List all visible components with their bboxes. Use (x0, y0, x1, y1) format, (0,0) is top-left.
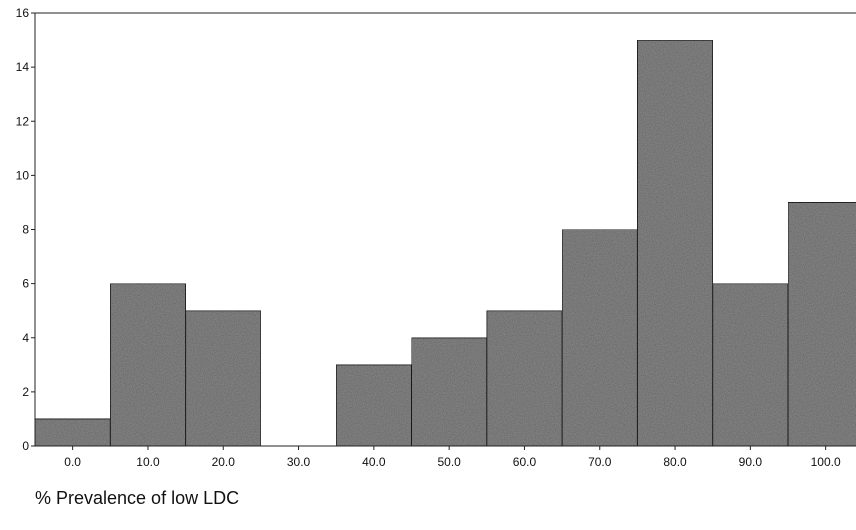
bar-0.0 (34, 418, 111, 447)
x-tick-label: 10.0 (136, 455, 160, 469)
bar-10.0 (109, 283, 187, 447)
x-tick-label: 100.0 (811, 455, 841, 469)
bar-100.0 (787, 201, 856, 447)
y-tick-label: 10 (16, 168, 30, 182)
y-ticks-group: 0 2 4 6 8 10 12 14 16 (16, 6, 35, 453)
bar-90.0 (712, 283, 789, 447)
x-tick-label: 50.0 (437, 455, 461, 469)
y-tick-label: 16 (16, 6, 30, 20)
x-tick-label: 80.0 (663, 455, 687, 469)
y-tick-label: 2 (22, 385, 29, 399)
bar-50.0 (411, 337, 488, 447)
y-tick-label: 14 (16, 60, 30, 74)
bar-80.0 (636, 39, 714, 447)
bar-20.0 (185, 310, 262, 447)
bar-60.0 (486, 310, 563, 447)
x-tick-label: 90.0 (739, 455, 763, 469)
y-tick-label: 4 (22, 331, 29, 345)
x-tick-label: 60.0 (513, 455, 537, 469)
x-tick-label: 70.0 (588, 455, 612, 469)
x-ticks-group: 0.0 10.0 20.0 30.0 40.0 50.0 60.0 70.0 80.0 90.0 1… (64, 446, 841, 469)
x-tick-label: 0.0 (64, 455, 81, 469)
y-tick-label: 6 (22, 277, 29, 291)
x-axis-label: % Prevalence of low LDC (35, 488, 240, 508)
bar-70.0 (561, 229, 638, 447)
bars-group (34, 39, 856, 447)
y-tick-label: 0 (22, 439, 29, 453)
x-tick-label: 40.0 (362, 455, 386, 469)
y-tick-label: 8 (22, 223, 29, 237)
x-tick-label: 20.0 (212, 455, 236, 469)
bar-40.0 (335, 364, 413, 447)
y-tick-label: 12 (16, 114, 30, 128)
x-tick-label: 30.0 (287, 455, 311, 469)
